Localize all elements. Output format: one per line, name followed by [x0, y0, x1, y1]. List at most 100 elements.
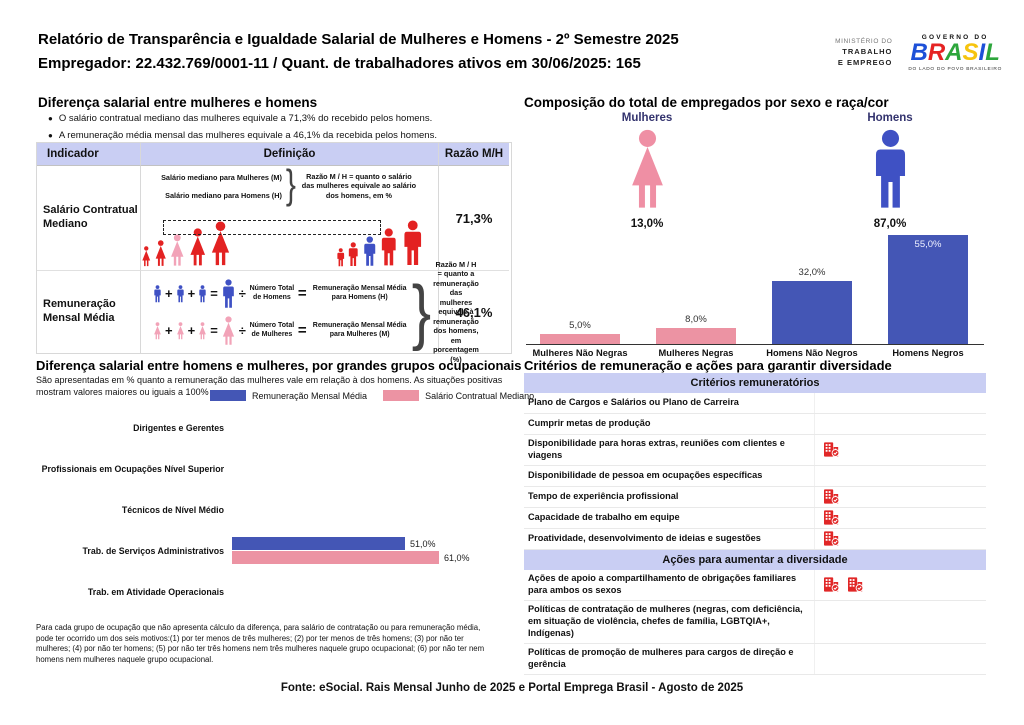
divide-icon: ÷	[238, 286, 246, 301]
man-icon	[362, 236, 378, 267]
median-figures	[141, 201, 438, 270]
result-label: Remuneração Mensal Média para Homens (H)	[312, 284, 407, 301]
equals-icon: =	[297, 322, 307, 339]
woman-mean-formula: + + = ÷ Número Total de Mulheres = Remuneração…	[153, 316, 410, 346]
bar-value-label: 51,0%	[410, 539, 436, 549]
man-icon	[336, 248, 346, 267]
legend-swatch	[383, 390, 420, 401]
criteria-label: Políticas de contratação de mulheres (ne…	[528, 603, 803, 638]
report-header: Relatório de Transparência e Igualdade S…	[38, 28, 679, 76]
criteria-label: Disponibilidade para horas extras, reuni…	[528, 438, 785, 460]
criteria-badges	[814, 393, 986, 413]
ratio-remuneracao: 46,1%	[455, 304, 493, 320]
legend-item: Salário Contratual Mediano	[383, 390, 534, 401]
criteria-row: Proatividade, desenvolvimento de ideias …	[524, 528, 986, 550]
occupational-section-title: Diferença salarial entre homens e mulher…	[36, 358, 522, 373]
group-label: Mulheres	[621, 112, 673, 124]
paygap-bullets: ● O salário contratual mediano das mulher…	[48, 113, 508, 147]
criteria-label: Capacidade de trabalho em equipe	[528, 511, 680, 522]
occupation-label: Trab. de Serviços Administrativos	[82, 545, 224, 556]
plus-icon: +	[187, 286, 196, 301]
man-icon	[221, 279, 236, 309]
bullet-text: O salário contratual mediano das mulhere…	[58, 113, 433, 124]
gov-brasil-logo: GOVERNO DO BRASIL DO LADO DO POVO BRASIL…	[908, 34, 1002, 72]
x-axis-line	[526, 344, 984, 346]
bar-value-label: 8,0%	[685, 314, 707, 325]
group-value: 13,0%	[630, 218, 664, 230]
occupation-row: Trab. em Atividade Operacionais	[36, 571, 510, 612]
criteria-badges	[814, 528, 986, 549]
ratio-salario: 71,3%	[439, 166, 509, 271]
criteria-row: Plano de Cargos e Salários ou Plano de C…	[524, 393, 986, 414]
brasil-letter: S	[962, 39, 979, 66]
company-check-icon	[824, 489, 840, 505]
mean-formulas: + + = ÷ Número Total de Homens = Remuneração M…	[153, 279, 410, 346]
criteria-badges	[814, 643, 986, 674]
composition-section-title: Composição do total de empregados por se…	[524, 95, 889, 110]
brasil-wordmark: BRASIL	[908, 41, 1002, 65]
bar-value-label: 32,0%	[798, 267, 826, 278]
woman-icon	[169, 234, 186, 267]
definition-salario-top: Salário mediano para Mulheres (M) Salári…	[141, 165, 438, 206]
criteria-row: Ações de apoio a compartilhamento de obr…	[524, 569, 986, 601]
criteria-badges	[814, 465, 986, 486]
brasil-letter: I	[978, 39, 986, 66]
divisor-label: Número Total de Mulheres	[249, 321, 295, 338]
indicator-label: Salário Contratual Mediano	[37, 166, 141, 271]
composition-chart: 5,0% Mulheres Não Negras 8,0% Mulheres Negr…	[524, 234, 986, 362]
bar-category-label: Mulheres Não Negras	[532, 348, 628, 358]
source-footer: Fonte: eSocial. Rais Mensal Junho de 202…	[280, 682, 744, 694]
gov-top-label: GOVERNO DO	[921, 34, 989, 41]
group-label: Homens	[867, 112, 913, 124]
criteria-badges	[814, 507, 986, 528]
criteria-label: Proatividade, desenvolvimento de ideias …	[528, 532, 761, 543]
man-icon	[176, 285, 185, 303]
row-remuneracao-media: Remuneração Mensal Média + + = ÷ Número Tota…	[37, 260, 511, 364]
median-note: Razão M / H = quanto o salário das mulhe…	[301, 171, 417, 200]
man-icon	[379, 228, 399, 267]
occupation-row: Profissionais em Ocupações Nível Superio…	[36, 448, 510, 489]
criteria-row: Disponibilidade para horas extras, reuni…	[524, 435, 986, 466]
man-mean-formula: + + = ÷ Número Total de Homens = Remuneração M…	[153, 279, 410, 309]
occupation-row: Dirigentes e Gerentes	[36, 407, 510, 448]
company-check-icon	[848, 577, 864, 593]
group-value: 87,0%	[873, 218, 907, 230]
occupational-chart: Dirigentes e Gerentes Profissionais em Oc…	[36, 407, 510, 612]
bar-Remuneração Mensal Média	[232, 537, 405, 550]
criteria-badges	[814, 600, 986, 643]
legend-label: Salário Contratual Mediano	[425, 390, 535, 401]
row-salario-contratual: Salário Contratual Mediano Salário media…	[37, 165, 511, 271]
mean-note: Razão M / H = quanto a remuneração das m…	[433, 259, 479, 364]
occupation-label: Profissionais em Ocupações Nível Superio…	[41, 463, 224, 474]
ministry-logo: MINISTÉRIO DO TRABALHO E EMPREGO	[835, 37, 892, 68]
plus-icon: +	[165, 323, 173, 338]
report-subtitle: Empregador: 22.432.769/0001-11 / Quant. …	[38, 55, 641, 72]
bar-Homens Negros	[888, 235, 968, 344]
equals-icon: =	[210, 286, 218, 301]
legend-label: Remuneração Mensal Média	[252, 390, 368, 401]
bar-value-label: 61,0%	[444, 553, 470, 563]
criteria-row: Tempo de experiência profissional	[524, 486, 986, 508]
bar-category-label: Homens Não Negros	[766, 348, 858, 358]
criteria-badges	[814, 569, 986, 600]
occupation-bars: 51,0% 61,0%	[232, 530, 510, 571]
criteria-label: Cumprir metas de produção	[528, 418, 651, 429]
median-label-men: Salário mediano para Homens (H)	[165, 190, 282, 200]
brace-icon: }	[285, 163, 296, 208]
company-check-icon	[824, 577, 840, 593]
col-definicao: Definição	[141, 143, 439, 166]
woman-icon	[198, 322, 207, 340]
criteria-section-title: Critérios de remuneração e ações para ga…	[524, 358, 892, 373]
composition-group-homens: Homens 87,0%	[825, 112, 955, 230]
indicator-table: Indicador Definição Razão M/H Salário Co…	[36, 142, 512, 364]
result-label: Remuneração Mensal Média para Mulheres (…	[312, 321, 407, 338]
divide-icon: ÷	[238, 323, 246, 338]
criteria-label: Ações de apoio a compartilhamento de obr…	[528, 572, 797, 595]
woman-icon	[176, 322, 185, 340]
brace-icon: }	[411, 270, 432, 352]
gov-tagline: DO LADO DO POVO BRASILEIRO	[908, 67, 1002, 72]
woman-icon	[154, 240, 168, 267]
bar-category-label: Homens Negros	[892, 348, 964, 358]
criteria-badges	[814, 414, 986, 434]
bullet-text: A remuneração média mensal das mulheres …	[58, 130, 437, 141]
